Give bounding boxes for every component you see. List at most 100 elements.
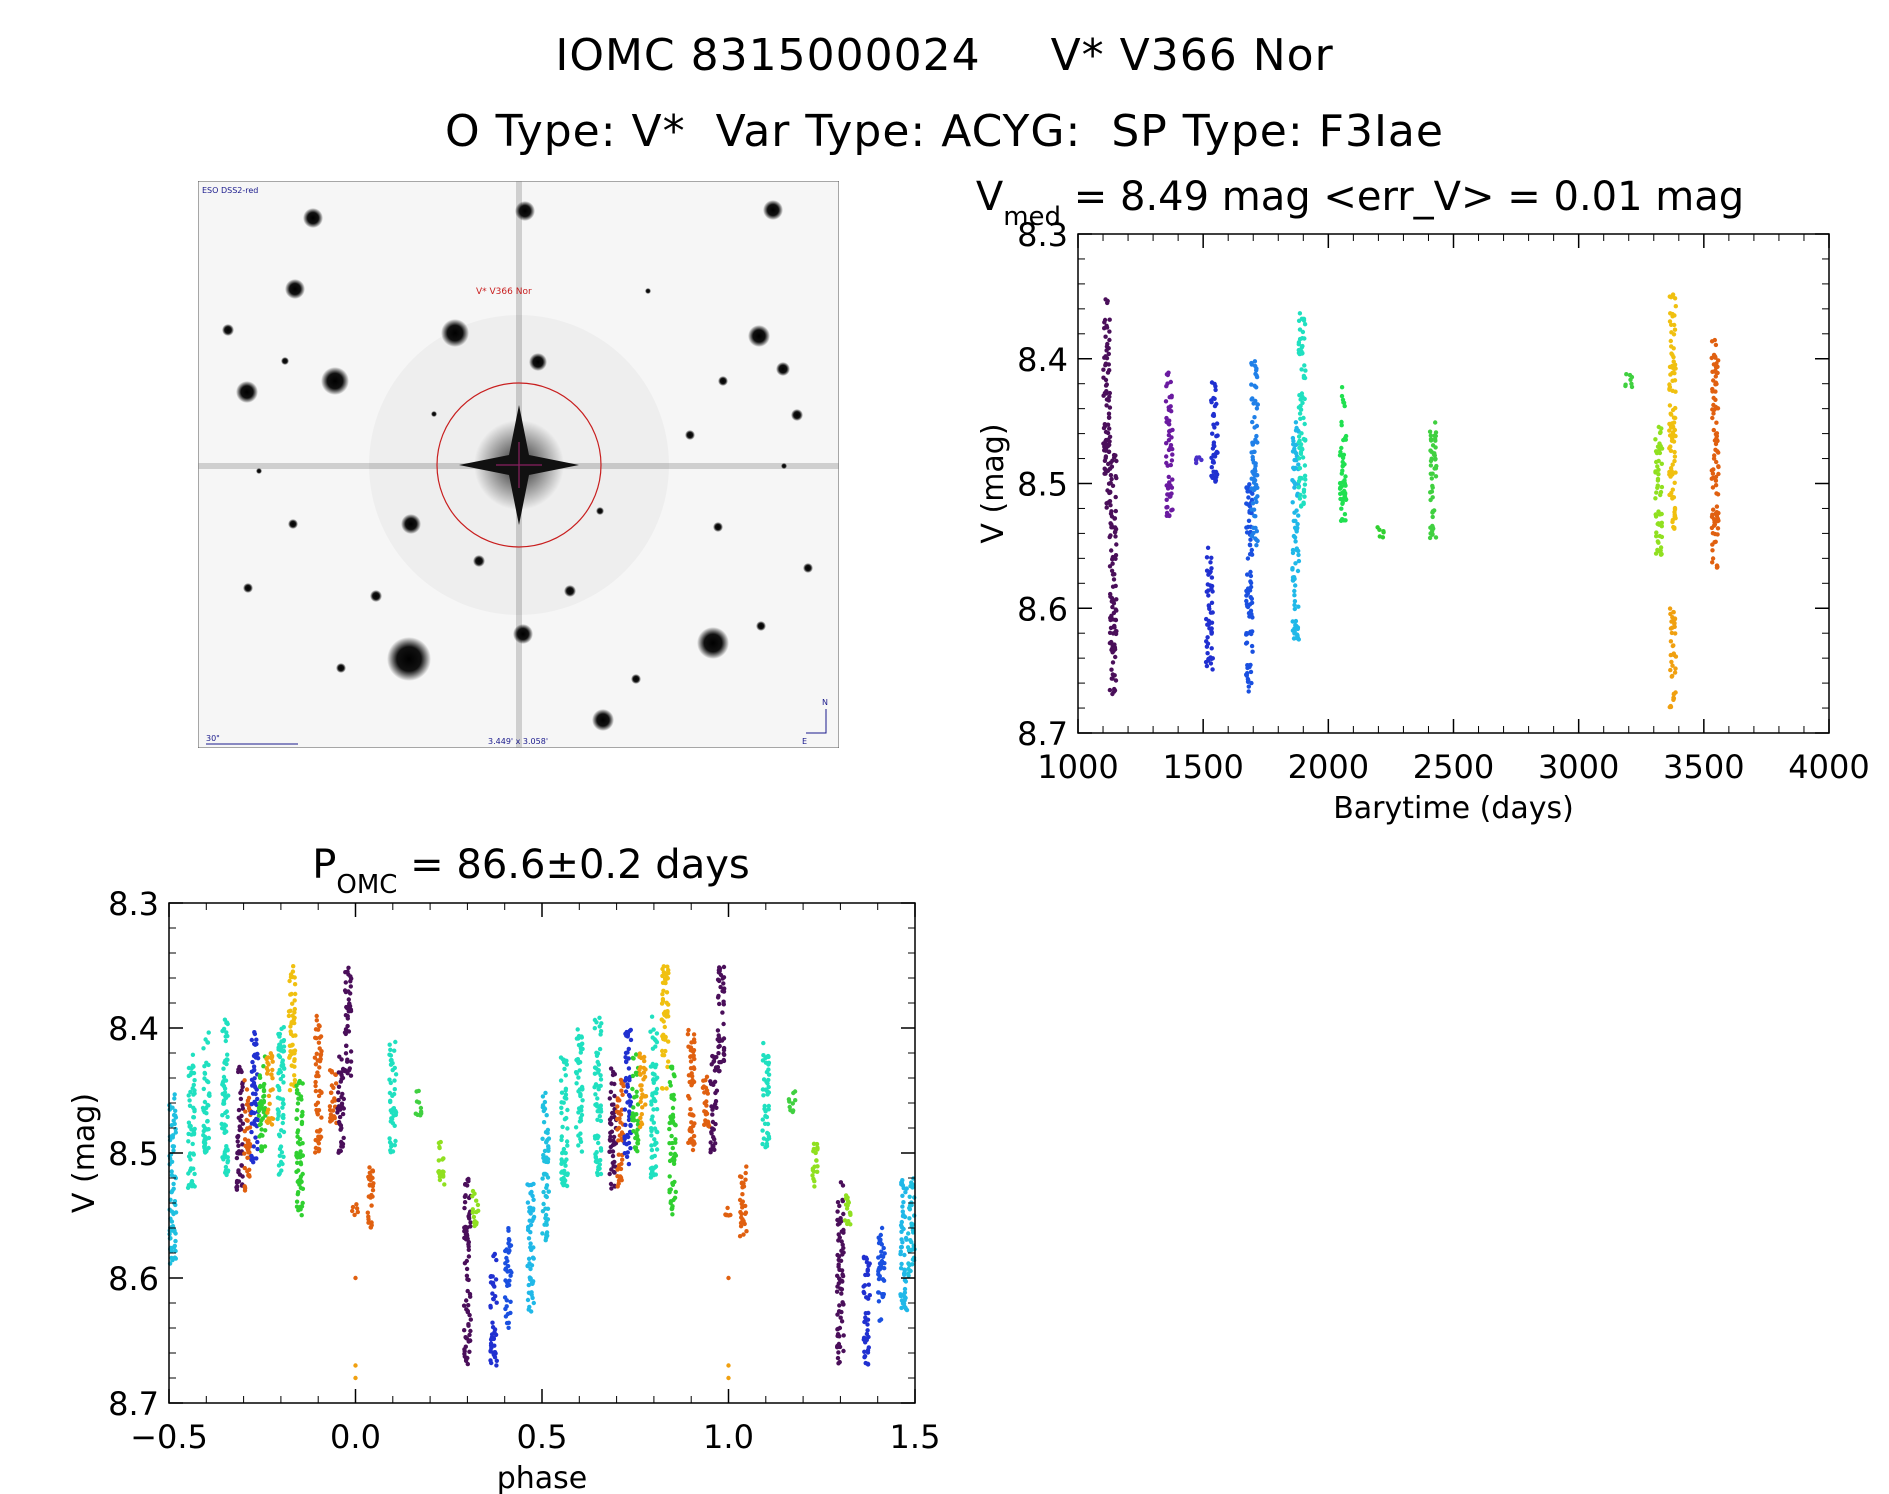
data-point: [839, 1219, 844, 1224]
data-point: [465, 1183, 470, 1188]
data-group: [1709, 337, 1721, 570]
data-point: [387, 1136, 392, 1141]
data-point: [389, 1144, 394, 1149]
data-point: [255, 1096, 260, 1102]
data-point: [576, 1143, 581, 1148]
data-point: [462, 1347, 467, 1352]
data-point: [1298, 492, 1303, 498]
data-point: [253, 1041, 259, 1047]
data-point: [543, 1215, 548, 1221]
data-point: [564, 1139, 570, 1144]
data-point: [654, 1090, 659, 1096]
data-point: [1377, 534, 1383, 539]
data-group: [1337, 385, 1349, 523]
data-point: [1669, 674, 1675, 679]
data-point: [1713, 447, 1718, 452]
data-point: [202, 1076, 207, 1081]
data-point: [562, 1066, 567, 1072]
data-point: [254, 1087, 259, 1092]
data-point: [220, 1113, 225, 1118]
data-point: [542, 1222, 547, 1227]
data-point: [393, 1039, 398, 1045]
data-point: [492, 1355, 498, 1360]
data-point: [280, 1097, 286, 1102]
data-point: [249, 1037, 254, 1043]
data-point: [333, 1072, 338, 1078]
data-point: [1244, 673, 1250, 678]
data-point: [725, 1205, 730, 1211]
data-point: [317, 1147, 322, 1152]
fov-label: 3.449' x 3.058': [488, 737, 548, 746]
data-point: [1290, 619, 1295, 624]
data-point: [811, 1176, 816, 1182]
data-point: [649, 1169, 655, 1174]
data-point: [190, 1063, 195, 1068]
data-point: [1113, 494, 1118, 500]
data-point: [1712, 453, 1717, 458]
data-point: [638, 1055, 644, 1060]
data-point: [1252, 425, 1257, 430]
data-point: [466, 1254, 472, 1259]
survey-label: ESO DSS2-red: [202, 186, 258, 195]
data-point: [737, 1197, 743, 1203]
data-point: [1102, 422, 1108, 427]
data-point: [245, 1126, 250, 1131]
data-point: [670, 1140, 675, 1146]
data-point: [761, 1077, 767, 1082]
data-point: [598, 1032, 603, 1037]
data-point: [1433, 430, 1439, 435]
data-point: [190, 1052, 196, 1058]
data-point: [616, 1152, 621, 1157]
data-point: [1244, 485, 1249, 490]
data-point: [1253, 514, 1258, 519]
data-points: [1101, 292, 1721, 710]
data-point: [313, 1027, 319, 1032]
data-point: [651, 1080, 656, 1086]
data-point: [787, 1099, 792, 1104]
data-point: [1298, 442, 1304, 447]
data-point: [607, 1171, 612, 1177]
data-point: [900, 1213, 906, 1219]
data-point: [691, 1032, 697, 1037]
data-point: [1250, 629, 1255, 634]
data-point: [559, 1170, 564, 1175]
data-point: [1109, 476, 1114, 482]
data-point: [1709, 339, 1715, 344]
data-point: [862, 1355, 867, 1360]
data-point: [765, 1130, 770, 1136]
data-point: [564, 1062, 569, 1067]
data-point: [900, 1209, 905, 1214]
data-point: [686, 1093, 691, 1099]
data-point: [292, 1078, 298, 1083]
data-point: [574, 1081, 579, 1086]
data-point: [1164, 460, 1169, 466]
data-point: [1248, 662, 1253, 668]
data-point: [223, 1123, 228, 1128]
data-point: [835, 1312, 840, 1317]
data-point: [1249, 551, 1254, 556]
data-point: [313, 1062, 319, 1067]
data-point: [353, 1275, 358, 1281]
data-point: [1659, 461, 1665, 466]
data-group: [350, 1202, 360, 1218]
data-point: [466, 1242, 471, 1247]
data-point: [488, 1341, 494, 1346]
data-point: [278, 1069, 283, 1075]
data-point: [1656, 458, 1661, 464]
data-point: [835, 1333, 840, 1339]
data-point: [702, 1100, 707, 1106]
data-point: [879, 1225, 885, 1231]
data-point: [835, 1327, 840, 1332]
data-point: [490, 1280, 496, 1286]
data-point: [391, 1091, 397, 1097]
data-point: [1671, 439, 1677, 444]
data-point: [542, 1099, 548, 1105]
data-point: [560, 1124, 565, 1130]
data-point: [661, 1019, 666, 1024]
data-point: [540, 1094, 546, 1099]
data-point: [1302, 421, 1307, 427]
data-point: [387, 1090, 393, 1096]
data-point: [295, 1130, 300, 1135]
data-point: [626, 1140, 632, 1146]
data-point: [277, 1087, 282, 1093]
